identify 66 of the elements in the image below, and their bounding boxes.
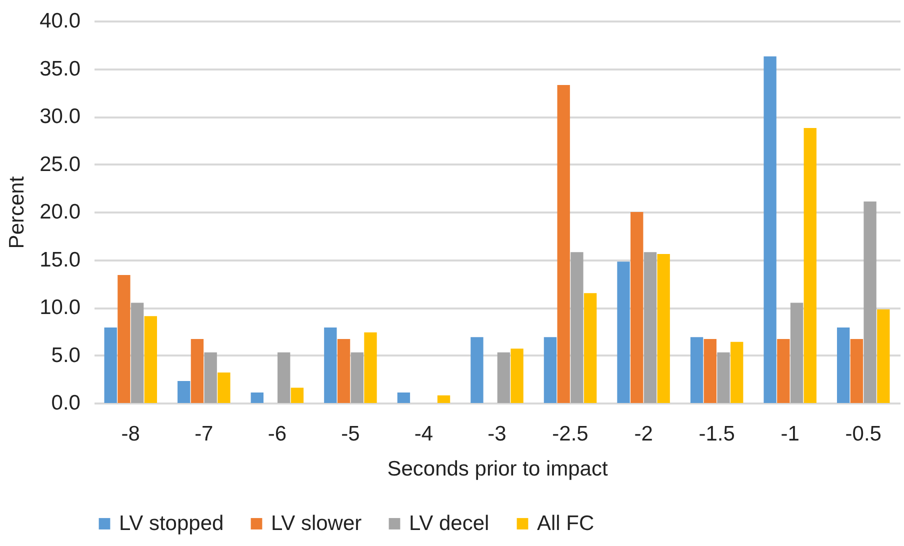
bar xyxy=(510,348,524,403)
bar xyxy=(364,332,377,403)
y-axis-title: Percent xyxy=(6,176,29,249)
legend-label: LV stopped xyxy=(119,512,224,535)
x-axis-title: Seconds prior to impact xyxy=(387,458,608,480)
bar xyxy=(544,337,557,403)
bar xyxy=(557,84,570,403)
y-tick-label: 40.0 xyxy=(40,10,80,32)
bar xyxy=(850,339,864,403)
bar xyxy=(704,339,716,403)
bar xyxy=(250,392,264,403)
bar xyxy=(836,328,850,403)
bar xyxy=(497,352,510,403)
bar xyxy=(144,316,158,403)
bar xyxy=(790,302,804,403)
bar xyxy=(617,262,630,403)
y-tick-label: 20.0 xyxy=(40,200,80,224)
bar xyxy=(877,309,890,403)
y-tick-label: 35.0 xyxy=(40,57,80,80)
bar xyxy=(777,339,790,403)
x-tick-label: -6 xyxy=(268,422,287,446)
y-tick-label: 15.0 xyxy=(40,248,80,272)
legend-label: LV decel xyxy=(409,512,490,535)
bar xyxy=(764,56,776,403)
bar xyxy=(337,339,350,403)
bar xyxy=(324,328,337,403)
bar xyxy=(190,339,204,403)
legend-label: All FC xyxy=(537,512,594,535)
bar xyxy=(118,275,130,403)
bar xyxy=(717,352,730,403)
x-tick-label: -1 xyxy=(780,422,800,446)
bar xyxy=(730,342,744,403)
y-tick-label: 30.0 xyxy=(40,105,80,128)
bar xyxy=(657,254,670,403)
y-tick-label: 25.0 xyxy=(40,152,80,176)
bar xyxy=(630,212,644,403)
bar xyxy=(104,328,117,403)
bar xyxy=(470,337,484,403)
bar xyxy=(350,352,364,403)
bar xyxy=(397,392,410,403)
bar xyxy=(437,395,450,403)
x-tick-label: -1.5 xyxy=(698,422,735,446)
bar xyxy=(864,201,876,403)
y-tick-label: 10.0 xyxy=(40,296,80,319)
bar xyxy=(584,293,597,403)
y-tick-label: 5.0 xyxy=(51,344,80,367)
bar xyxy=(690,337,704,403)
bar xyxy=(278,352,290,403)
bar xyxy=(804,128,816,403)
bar xyxy=(130,302,144,403)
y-tick-label: 0.0 xyxy=(51,392,80,414)
bar xyxy=(644,252,657,403)
x-tick-label: -2 xyxy=(634,422,653,446)
legend-label: LV slower xyxy=(271,512,362,535)
bar xyxy=(290,388,304,403)
x-tick-label: -2.5 xyxy=(552,422,588,446)
x-tick-label: -7 xyxy=(194,422,214,446)
bar xyxy=(204,352,217,403)
x-tick-label: -3 xyxy=(488,422,506,446)
x-tick-label: -4 xyxy=(414,422,434,446)
bar xyxy=(178,381,190,403)
x-tick-label: -5 xyxy=(341,422,360,446)
x-tick-label: -0.5 xyxy=(845,422,882,446)
bar xyxy=(570,252,584,403)
bar xyxy=(218,372,230,403)
x-tick-label: -8 xyxy=(121,422,140,446)
